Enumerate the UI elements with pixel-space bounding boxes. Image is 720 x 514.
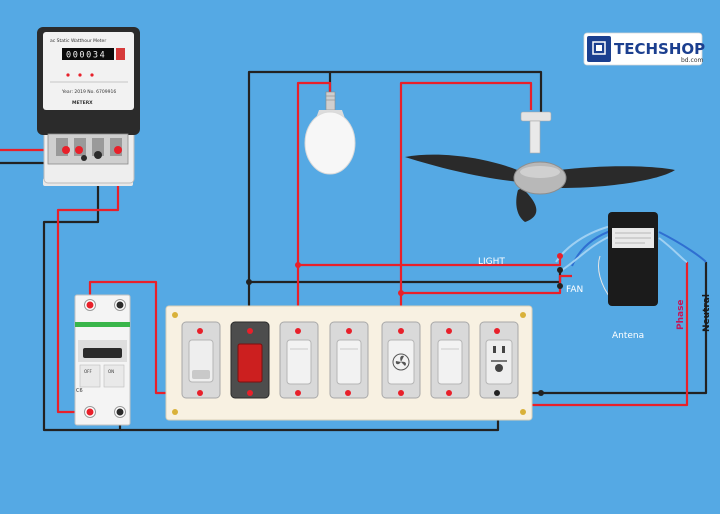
breaker-green-band [75, 322, 130, 327]
meter-header: ac Static Watthour Meter [50, 38, 106, 44]
switch-board [165, 305, 533, 421]
switch-socket[interactable] [430, 321, 470, 399]
breaker-rating: C6 [76, 388, 83, 394]
brand-logo: TECHSHOP bd.com [583, 32, 705, 66]
label-light: LIGHT [478, 257, 505, 267]
ceiling-fan [405, 111, 675, 222]
brand-name: TECHSHOP [614, 40, 705, 58]
indicator-lamp [230, 321, 270, 399]
fan-remote-receiver [555, 212, 707, 306]
label-neutral: Neutral [702, 294, 712, 332]
breaker-toggle [83, 348, 122, 358]
label-fan: FAN [566, 285, 583, 295]
universal-socket-icon [491, 346, 507, 372]
switch-main[interactable] [181, 321, 221, 399]
power-socket[interactable] [479, 321, 519, 399]
breaker-off-text: OFF [84, 369, 92, 374]
light-bulb [304, 91, 356, 175]
brand-domain: bd.com [681, 57, 703, 64]
label-antenna: Antena [612, 331, 644, 341]
receiver-body [608, 212, 658, 306]
meter-display [62, 48, 114, 60]
fan-regulator[interactable] [381, 321, 421, 399]
breaker-on-text: ON [108, 369, 114, 374]
label-phase: Phase [676, 299, 686, 330]
board-screw [172, 312, 178, 318]
board-screw [520, 312, 526, 318]
switch-fan[interactable] [329, 321, 369, 399]
circuit-breaker: OFF ON C6 [74, 294, 131, 426]
meter-brand: METERX [72, 100, 93, 106]
meter-reading: 000034 [66, 51, 106, 61]
fan-icon [392, 353, 410, 371]
board-screw [520, 409, 526, 415]
energy-meter: ac Static Watthour Meter 000034 Year: 20… [37, 27, 140, 186]
switch-light[interactable] [279, 321, 319, 399]
board-screw [172, 409, 178, 415]
meter-terminals [56, 138, 122, 161]
terminal-dots [197, 253, 563, 396]
meter-spec-line: Year: 2019 No. 6709916 [61, 89, 116, 95]
meter-badge [116, 48, 125, 60]
